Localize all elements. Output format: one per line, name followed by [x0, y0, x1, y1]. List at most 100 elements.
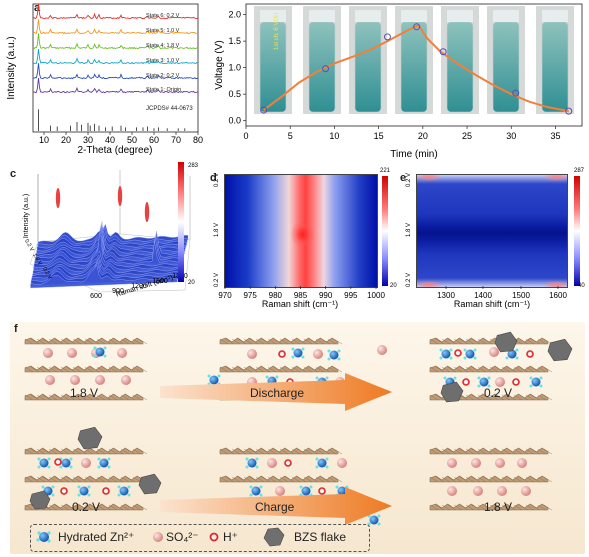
voltage-marker — [512, 89, 520, 97]
vanadium-oxide-layer — [219, 447, 339, 455]
sulfate-ion — [495, 377, 505, 387]
heatmap-ytick: 0.2 V — [214, 173, 220, 187]
surface-slice — [31, 257, 180, 280]
heatmap-xtick: 1000 — [367, 291, 385, 300]
proton — [318, 487, 326, 495]
xrd-ylabel: Intensity (a.u.) — [6, 36, 17, 99]
voltage-marker — [413, 23, 421, 31]
xrd-curve — [32, 63, 199, 80]
xrd-xtick: 70 — [171, 135, 181, 145]
bzs-flake — [138, 473, 162, 495]
hydrated-zn-ion — [507, 349, 517, 359]
hydrated-zn-ion — [441, 349, 451, 359]
sulfate-ion — [517, 458, 527, 468]
vanadium-oxide-layer — [429, 447, 549, 455]
sulfate-ion — [43, 348, 53, 358]
voltage-ytick: 0.5 — [228, 89, 241, 99]
hydrated-zn-ion — [99, 458, 109, 468]
xrd-state-label: State 2: 0.2 V — [146, 73, 180, 79]
sulfate-ion — [473, 486, 483, 496]
label-charge: Charge — [255, 500, 295, 514]
voltage-ytick: 2.0 — [228, 10, 241, 20]
heatmap-d — [224, 174, 378, 288]
xrd-state-label: State 1: Origin — [146, 87, 182, 93]
legend-zn-label: Hydrated Zn²⁺ — [58, 530, 135, 544]
sulfate-ion — [489, 347, 499, 357]
hydrated-zn-ion — [251, 486, 261, 496]
e-xlabel: Raman shift (cm⁻¹) — [454, 299, 530, 309]
electrolyte-vial — [308, 21, 336, 113]
surface-slice — [35, 234, 186, 258]
proton — [462, 378, 470, 386]
surface-peak — [55, 188, 61, 208]
xrd-state-label: State 3: 1.0 V — [146, 58, 180, 64]
heatmap-ytick: 0.2 V — [214, 273, 220, 287]
xrd-curve — [32, 33, 199, 50]
voltage-ytick: 1.5 — [228, 36, 241, 46]
d-scale-max: 221 — [380, 168, 391, 174]
sulfate-ion — [247, 349, 257, 359]
xrd-xtick: 30 — [83, 135, 93, 145]
electrolyte-vial — [259, 21, 287, 113]
heatmap-xtick: 1300 — [437, 291, 455, 300]
heatmap-xtick: 975 — [243, 291, 257, 300]
electrolyte-vial — [492, 21, 520, 113]
bzs-flake — [494, 331, 518, 353]
hydrated-zn-ion — [79, 486, 89, 496]
sulfate-ion — [117, 348, 127, 358]
voltage-xtick: 20 — [418, 131, 428, 141]
legend-h-label: H⁺ — [223, 530, 238, 544]
sulfate-ion — [377, 345, 387, 355]
sulfate-ion — [121, 375, 131, 385]
hydrated-zn-ion — [369, 515, 379, 525]
surface-slice — [33, 225, 183, 269]
surface-slice — [35, 237, 185, 261]
panel-d: d 221 20 970 975 980 985 990 995 1000 0.2 V 1.8… — [208, 160, 398, 310]
hydrated-zn-ion — [95, 347, 105, 357]
sulfate-ion — [497, 486, 507, 496]
d-xlabel: Raman shift (cm⁻¹) — [262, 299, 338, 309]
voltage-marker — [383, 33, 391, 41]
vanadium-oxide-layer — [24, 337, 144, 345]
c-vtick: 0.2 V — [41, 266, 53, 280]
electrolyte-vial — [400, 21, 428, 113]
voltage-ytick: 1.0 — [228, 63, 241, 73]
panel-f-label: f — [14, 323, 18, 335]
sulfate-ion — [275, 486, 285, 496]
panel-a: a 10 20 30 40 50 60 70 80 Intensity (a.u.) 2-Th… — [0, 0, 205, 158]
c-xtick: 900 — [112, 288, 124, 295]
charge-arrow — [160, 487, 392, 525]
sulfate-ion — [447, 486, 457, 496]
hydrated-zn-ion — [61, 458, 71, 468]
voltage-xtick: 10 — [329, 131, 339, 141]
voltage-xtick: 30 — [506, 131, 516, 141]
raman3d-ylabel: Intensity (a.u.) — [23, 194, 30, 238]
vanadium-oxide-layer — [24, 365, 144, 373]
hydrated-zn-ion — [209, 375, 219, 385]
sulfate-ion — [45, 375, 55, 385]
xrd-state-label: State 5: 1.0 V — [146, 28, 180, 34]
heatmap-xtick: 1400 — [474, 291, 492, 300]
hydrated-zn-ion — [479, 377, 489, 387]
electrolyte-vial — [541, 21, 569, 113]
c-vtick: 1.8 V — [31, 252, 43, 266]
panel-d-label: d — [210, 172, 217, 184]
legend-h-icon — [209, 532, 219, 542]
surface-peak — [117, 186, 123, 206]
panel-a-label: a — [34, 2, 41, 14]
voltage-top-right: 0.2 V — [484, 386, 513, 400]
sulfate-ion — [81, 458, 91, 468]
bzs-flake — [547, 338, 573, 362]
sulfate-ion — [267, 458, 277, 468]
xrd-xtick: 20 — [61, 135, 71, 145]
xrd-xtick: 60 — [149, 135, 159, 145]
heatmap-xtick: 1500 — [512, 291, 530, 300]
proton — [454, 349, 462, 357]
panel-e: e 287 40 1300 1400 1500 1600 0.2 V 1.8 V 0.2 … — [398, 160, 588, 310]
xrd-state-label: State 4: 1.8 V — [146, 43, 180, 49]
bzs-flake — [77, 426, 103, 450]
hydrated-zn-ion — [465, 349, 475, 359]
bzs-flake — [29, 490, 51, 510]
legend-bzs-label: BZS flake — [294, 530, 347, 544]
